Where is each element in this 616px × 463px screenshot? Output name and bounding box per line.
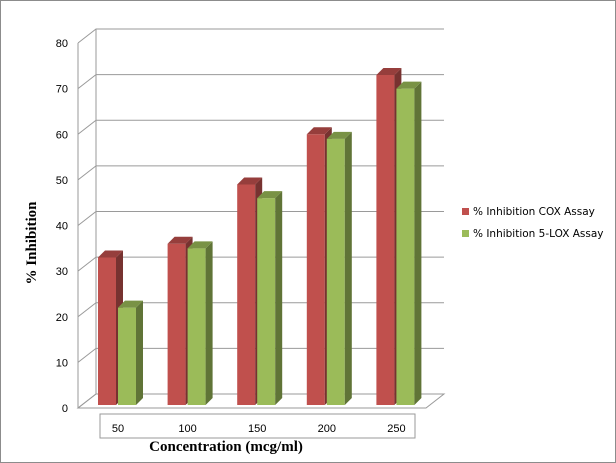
bar-side	[414, 81, 422, 405]
bars	[98, 67, 422, 405]
y-tick-labels: 0 10 20 30 40 50 60 70 80	[56, 38, 68, 415]
x-tick-label: 200	[318, 423, 336, 435]
gridline	[77, 28, 444, 44]
x-tick-label: 100	[178, 423, 196, 435]
y-tick-label: 80	[56, 38, 68, 50]
bar-lox-200	[326, 131, 352, 405]
legend-item-lox: % Inhibition 5-LOX Assay	[462, 228, 604, 240]
x-axis-title: Concentration (mcg/ml)	[149, 439, 303, 455]
y-tick-label: 50	[56, 175, 68, 187]
bar-front	[237, 184, 256, 405]
y-tick-label: 70	[56, 84, 68, 96]
legend: % Inhibition COX Assay % Inhibition 5-LOX…	[462, 206, 604, 240]
bar-lox-150	[257, 191, 283, 405]
bar-front	[257, 198, 276, 405]
legend-swatch	[462, 208, 469, 215]
bar-lox-50	[118, 300, 143, 405]
gridline	[77, 119, 444, 135]
x-tick-label: 250	[387, 423, 405, 435]
bar-lox-100	[187, 241, 213, 405]
x-label-box	[99, 413, 416, 439]
bar-front	[376, 74, 395, 405]
bar-top	[396, 81, 422, 89]
y-tick-label: 20	[56, 312, 68, 324]
y-tick-label: 0	[62, 403, 68, 415]
bar-top	[326, 131, 352, 139]
bar-top	[118, 300, 143, 308]
legend-item-cox: % Inhibition COX Assay	[462, 206, 595, 218]
x-tick-label: 150	[248, 423, 266, 435]
gridline	[77, 74, 444, 90]
bar-side	[275, 191, 283, 405]
x-tick-label: 50	[112, 423, 124, 435]
bar-side	[344, 131, 352, 405]
bar-top	[98, 250, 123, 258]
bar-side	[136, 300, 143, 405]
y-tick-label: 60	[56, 129, 68, 141]
legend-label: % Inhibition 5-LOX Assay	[473, 228, 604, 240]
bar-front	[306, 134, 325, 405]
x-tick-labels: 50 100 150 200 250	[99, 413, 416, 439]
bar-top	[257, 191, 283, 199]
bar-front	[98, 257, 116, 405]
legend-label: % Inhibition COX Assay	[473, 206, 595, 218]
y-axis-title: % Inhibition	[24, 201, 40, 285]
bar-front	[167, 243, 186, 405]
bar-top	[237, 177, 263, 185]
bar-top	[187, 241, 213, 249]
y-tick-label: 10	[56, 357, 68, 369]
y-tick-label: 30	[56, 266, 68, 278]
bar-front	[326, 138, 345, 405]
y-tick-label: 40	[56, 221, 68, 233]
bar-front	[396, 88, 415, 405]
bar-front	[187, 248, 206, 405]
bar-top	[167, 236, 193, 244]
bar-top	[376, 67, 402, 75]
legend-swatch	[462, 230, 469, 237]
bar-front	[118, 307, 136, 405]
bar-top	[306, 127, 332, 135]
bar-side	[205, 241, 213, 405]
bar-lox-250	[396, 81, 422, 405]
